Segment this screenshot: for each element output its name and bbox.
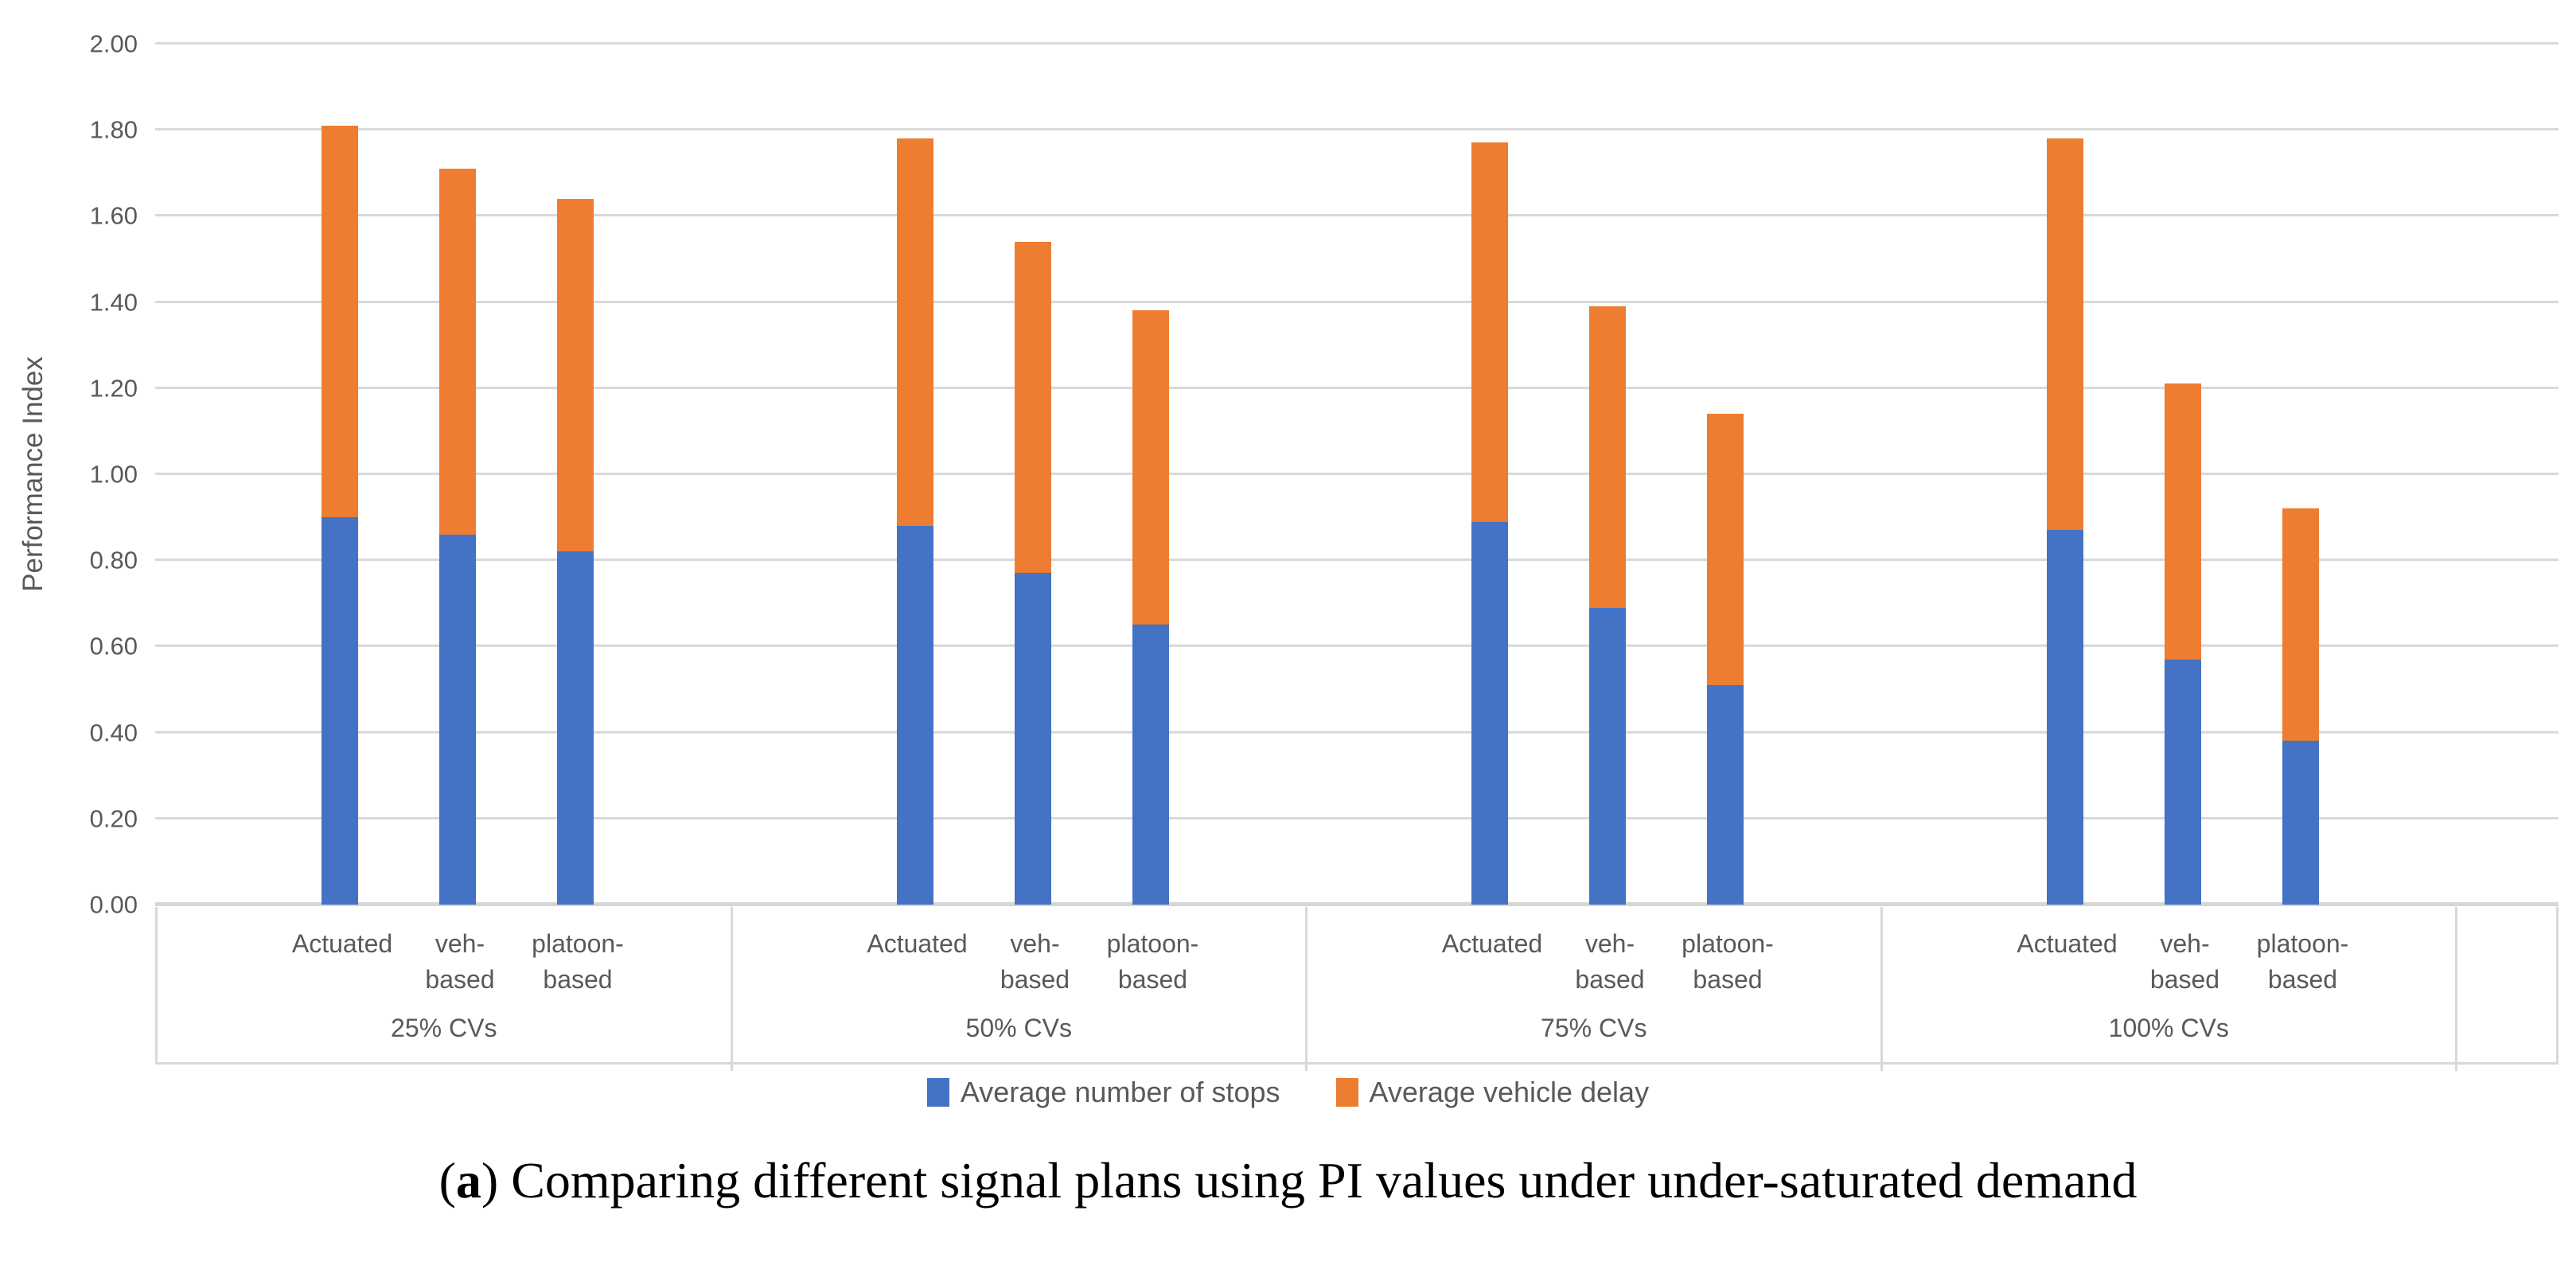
- y-axis-tick-label: 1.80: [89, 115, 138, 144]
- category-group-empty: [2457, 907, 2556, 1062]
- stacked-bar-platoon-based: [1707, 414, 1744, 905]
- y-axis-tick-labels: 0.00 0.20 0.40 0.60 0.80 1.00 1.20 1.40 1.60 1.80…: [0, 32, 155, 917]
- stacked-bar-Actuated: [896, 138, 933, 905]
- gridline: [155, 386, 2558, 389]
- y-axis-tick-label: 1.00: [89, 460, 138, 489]
- bar-segment-delay: [1589, 306, 1626, 608]
- group-label: 50% CVs: [965, 1014, 1072, 1042]
- axis-tick-mark: [730, 1062, 733, 1071]
- y-axis-tick-label: 1.20: [89, 374, 138, 403]
- category-label-platoon-based: platoon-based: [2256, 929, 2349, 994]
- category-label-Actuated: Actuated: [291, 929, 393, 958]
- stacked-bar-Actuated: [322, 125, 358, 905]
- bar-segment-stops: [896, 525, 933, 905]
- y-axis-tick-label: 1.60: [89, 201, 138, 230]
- category-label-platoon-based: platoon-based: [1682, 929, 1774, 994]
- group-label: 25% CVs: [391, 1014, 497, 1042]
- y-axis-tick-label: 2.00: [89, 29, 138, 58]
- stacked-bar-veh-based: [1589, 306, 1626, 905]
- axis-tick-mark: [1880, 1062, 1883, 1071]
- legend-swatch-delay: [1335, 1078, 1358, 1107]
- bar-segment-delay: [1471, 142, 1508, 522]
- legend-label-delay: Average vehicle delay: [1369, 1076, 1650, 1108]
- y-axis-tick-label: 0.20: [89, 804, 138, 833]
- bar-segment-delay: [1707, 414, 1744, 686]
- gridline: [155, 559, 2558, 562]
- bar-segment-delay: [557, 198, 594, 552]
- bar-segment-delay: [2282, 508, 2319, 742]
- y-axis-tick-label: 0.00: [89, 890, 138, 919]
- bar-segment-stops: [557, 551, 594, 905]
- stacked-bar-platoon-based: [2282, 508, 2319, 905]
- axis-tick-mark: [1305, 1062, 1307, 1071]
- axis-tick-mark: [2455, 1062, 2457, 1071]
- y-axis-tick-label: 1.40: [89, 288, 138, 317]
- x-axis-line: [155, 902, 2558, 906]
- bar-segment-stops: [1707, 685, 1744, 905]
- y-axis-tick-label: 0.40: [89, 718, 138, 747]
- gridline: [155, 730, 2558, 734]
- stacked-bar-veh-based: [439, 168, 476, 905]
- gridline: [155, 644, 2558, 648]
- legend-item-delay: Average vehicle delay: [1335, 1076, 1650, 1109]
- bar-segment-stops: [439, 534, 476, 905]
- caption-text: ) Comparing different signal plans using…: [481, 1152, 2138, 1209]
- caption-open-paren: (: [438, 1152, 456, 1209]
- stacked-bar-Actuated: [2046, 138, 2083, 905]
- bar-segment-delay: [439, 168, 476, 535]
- chart-legend: Average number of stops Average vehicle …: [0, 1076, 2576, 1109]
- group-label: 75% CVs: [1541, 1014, 1647, 1042]
- bar-segment-delay: [1132, 310, 1169, 625]
- stacked-bar-platoon-based: [1132, 310, 1169, 905]
- category-label-veh-based: veh-based: [1000, 929, 1070, 994]
- bar-segment-stops: [1589, 607, 1626, 905]
- bar-segment-delay: [322, 125, 358, 518]
- y-axis-tick-label: 0.60: [89, 632, 138, 660]
- legend-swatch-stops: [926, 1078, 949, 1107]
- bar-segment-delay: [2046, 138, 2083, 531]
- category-label-Actuated: Actuated: [2017, 929, 2118, 958]
- category-label-veh-based: veh-based: [1575, 929, 1645, 994]
- category-group-50% CVs: Actuated veh-based platoon-based 50% CVs: [733, 907, 1307, 1071]
- plot-area: [155, 42, 2558, 906]
- bar-segment-delay: [896, 138, 933, 526]
- stacked-bar-veh-based: [1014, 241, 1051, 905]
- category-label-veh-based: veh-based: [425, 929, 495, 994]
- legend-label-stops: Average number of stops: [960, 1076, 1280, 1108]
- stacked-bar-platoon-based: [557, 198, 594, 905]
- gridline: [155, 300, 2558, 303]
- category-label-Actuated: Actuated: [1441, 929, 1543, 958]
- bar-segment-stops: [1471, 521, 1508, 905]
- category-label-platoon-based: platoon-based: [1106, 929, 1199, 994]
- category-group-100% CVs: Actuated veh-based platoon-based 100% CVs: [1883, 907, 2457, 1071]
- legend-item-stops: Average number of stops: [926, 1076, 1280, 1109]
- category-label-platoon-based: platoon-based: [532, 929, 624, 994]
- bar-segment-stops: [1132, 625, 1169, 905]
- stacked-bar-veh-based: [2164, 383, 2201, 905]
- gridline: [155, 128, 2558, 131]
- gridline: [155, 816, 2558, 819]
- bar-segment-stops: [2046, 530, 2083, 905]
- gridline: [155, 473, 2558, 475]
- stacked-bar-Actuated: [1471, 142, 1508, 905]
- bar-segment-stops: [322, 517, 358, 905]
- y-axis-tick-label: 0.80: [89, 546, 138, 574]
- caption-marker: a: [455, 1152, 481, 1209]
- bar-segment-delay: [1014, 241, 1051, 574]
- category-label-veh-based: veh-based: [2149, 929, 2220, 994]
- bar-segment-stops: [2282, 741, 2319, 905]
- group-label: 100% CVs: [2108, 1014, 2229, 1042]
- figure-caption: (a) Comparing different signal plans usi…: [0, 1147, 2576, 1213]
- category-group-75% CVs: Actuated veh-based platoon-based 75% CVs: [1307, 907, 1883, 1071]
- category-label-Actuated: Actuated: [867, 929, 968, 958]
- bar-segment-delay: [2164, 383, 2201, 660]
- category-group-25% CVs: Actuated veh-based platoon-based 25% CVs: [158, 907, 733, 1071]
- bar-segment-stops: [2164, 659, 2201, 905]
- bar-segment-stops: [1014, 573, 1051, 905]
- gridline: [155, 42, 2558, 45]
- x-axis-category-strip: Actuated veh-based platoon-based 25% CVs Act…: [155, 907, 2558, 1071]
- gridline: [155, 214, 2558, 217]
